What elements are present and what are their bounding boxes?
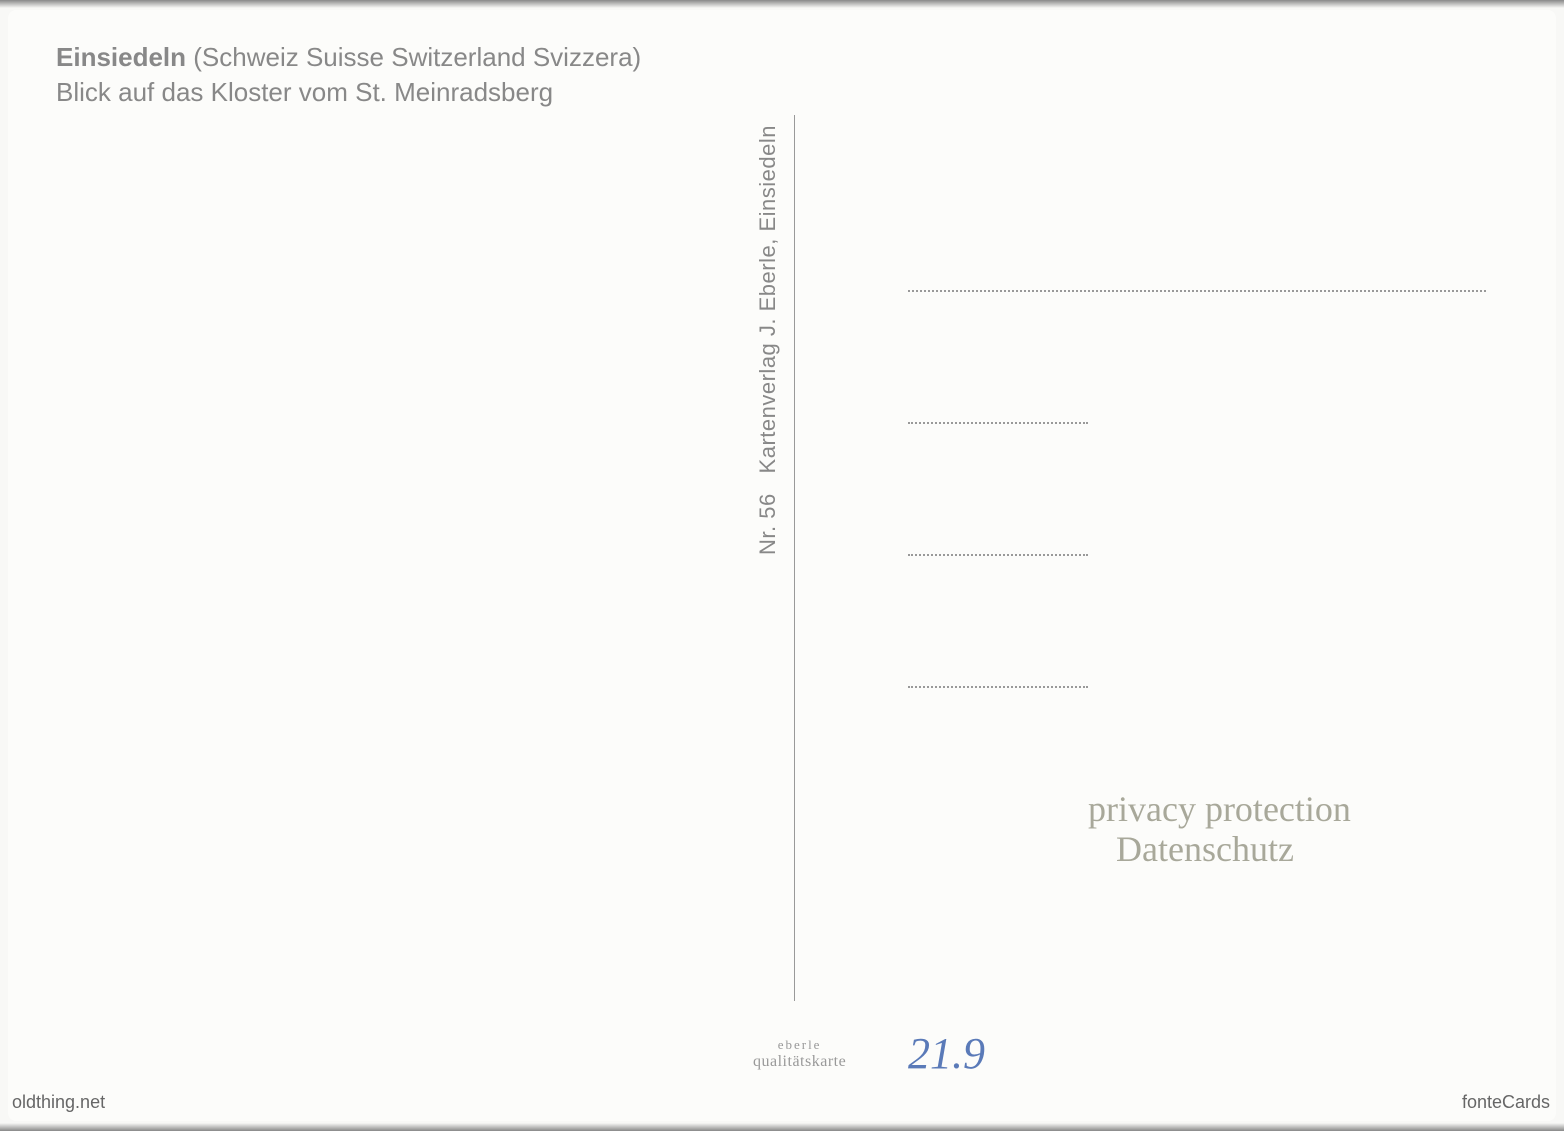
header-line-1: Einsiedeln (Schweiz Suisse Switzerland S… [56, 40, 641, 75]
location-countries: (Schweiz Suisse Switzerland Svizzera) [186, 42, 641, 72]
watermark-left: oldthing.net [12, 1092, 105, 1113]
postcard-header: Einsiedeln (Schweiz Suisse Switzerland S… [56, 40, 641, 110]
postcard-back: Einsiedeln (Schweiz Suisse Switzerland S… [8, 10, 1556, 1121]
handwritten-note: 21.9 [908, 1028, 985, 1079]
watermark-right: fonteCards [1462, 1092, 1550, 1113]
edge-shadow-bottom [0, 1123, 1564, 1131]
brand-logo: eberle qualitätskarte [753, 1037, 846, 1071]
center-divider [794, 115, 795, 1001]
privacy-line-1: privacy protection [1088, 790, 1351, 830]
address-section [908, 290, 1486, 818]
publisher-text: Kartenverlag J. Eberle, Einsiedeln [755, 125, 780, 473]
publisher-credit: Nr. 56 Kartenverlag J. Eberle, Einsiedel… [755, 125, 781, 555]
privacy-line-2: Datenschutz [1088, 830, 1351, 870]
brand-subtitle: qualitätskarte [753, 1053, 846, 1071]
header-subtitle: Blick auf das Kloster vom St. Meinradsbe… [56, 75, 641, 110]
brand-name: eberle [753, 1037, 846, 1053]
address-line-1 [908, 290, 1486, 292]
location-name: Einsiedeln [56, 42, 186, 72]
privacy-watermark: privacy protection Datenschutz [1088, 790, 1351, 869]
publisher-number: Nr. 56 [755, 493, 780, 555]
address-line-4 [908, 686, 1088, 688]
address-line-3 [908, 554, 1088, 556]
edge-shadow-top [0, 0, 1564, 8]
address-line-2 [908, 422, 1088, 424]
